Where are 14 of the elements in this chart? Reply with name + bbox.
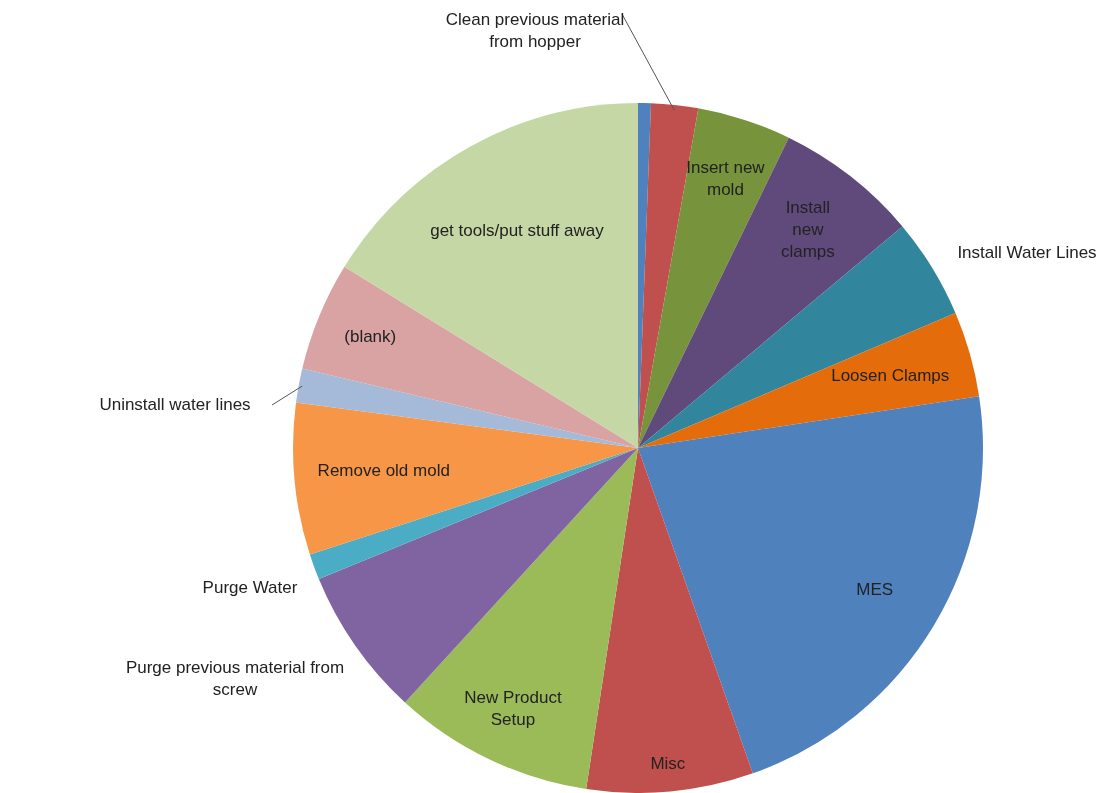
slice-label: MES [856, 579, 894, 599]
slice-label: Remove old mold [317, 460, 450, 480]
slice-label: Misc [650, 753, 686, 773]
slice-label: Purge Water [202, 577, 298, 597]
slice-label: (blank) [344, 326, 397, 346]
slice-label: get tools/put stuff away [430, 220, 605, 240]
slice-label: Loosen Clamps [831, 366, 950, 386]
slice-label: Install new clamps [780, 198, 835, 262]
slice-label: Clean previous material from hopper [445, 9, 625, 51]
slice-label: New Product Setup [464, 688, 562, 730]
slice-label: Uninstall water lines [99, 394, 251, 414]
slice-label: Purge previous material from screw [125, 657, 345, 699]
slice-label: Install Water Lines [957, 242, 1097, 262]
slice-label: Insert new mold [686, 157, 766, 199]
